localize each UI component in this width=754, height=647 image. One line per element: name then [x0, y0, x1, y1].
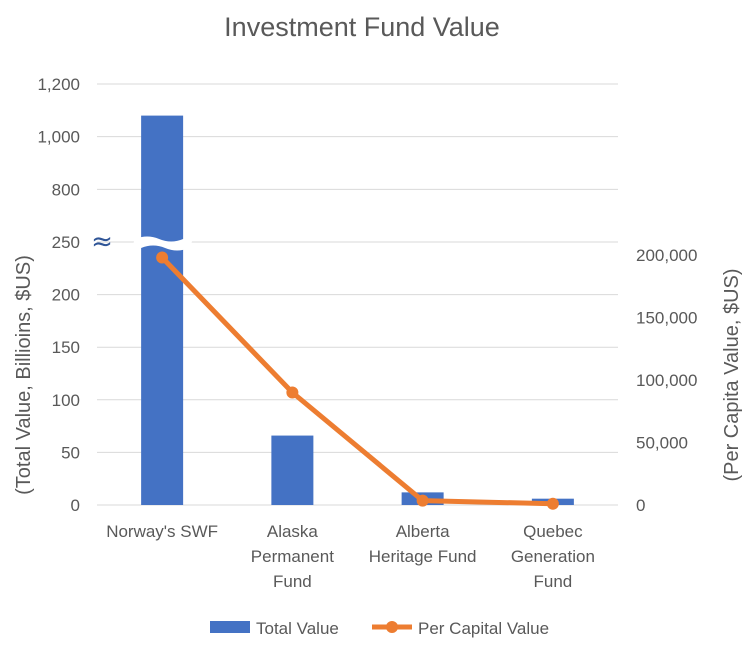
y-tick-label: 0: [71, 496, 80, 515]
category-labels: Norway's SWF Alaska Permanent Fund Alberta He…: [106, 522, 595, 591]
x-tick-label: Alaska: [267, 522, 319, 541]
x-tick-label: Alberta: [396, 522, 450, 541]
tick-labels: 0 50 100 150 200 250 800 1,000 1,200 0 50,000 100,0…: [37, 75, 697, 515]
x-tick-label: Heritage Fund: [369, 547, 477, 566]
y-tick-label: 1,000: [37, 128, 80, 147]
x-tick-label: Fund: [273, 572, 312, 591]
x-tick-label: Generation: [511, 547, 595, 566]
y-tick-label: 200: [52, 286, 80, 305]
legend-label-per-capita: Per Capital Value: [418, 619, 549, 638]
y-tick-label: 150: [52, 338, 80, 357]
y2-axis-label: (Per Capita Value, $US): [721, 268, 743, 481]
x-tick-label: Fund: [534, 572, 573, 591]
point-per-capita: [416, 494, 429, 507]
y2-tick-label: 0: [636, 496, 645, 515]
axis-break-symbol: ≈: [91, 227, 113, 257]
per-capita-line: [156, 251, 559, 510]
x-tick-label: Quebec: [523, 522, 583, 541]
point-per-capita: [546, 497, 559, 510]
y-tick-label: 1,200: [37, 75, 80, 94]
legend: Total Value Per Capital Value: [210, 619, 549, 638]
y2-tick-label: 150,000: [636, 309, 697, 328]
y2-tick-label: 50,000: [636, 434, 688, 453]
y-tick-label: 100: [52, 391, 80, 410]
legend-marker-per-capita: [386, 621, 398, 633]
y2-tick-label: 100,000: [636, 371, 697, 390]
point-per-capita: [286, 386, 299, 399]
y-tick-label: 50: [61, 443, 80, 462]
x-tick-label: Permanent: [251, 547, 334, 566]
gridlines: [97, 83, 618, 506]
point-per-capita: [156, 251, 169, 264]
axis-break: ≈: [91, 227, 194, 257]
bar-break-gap: [130, 236, 194, 251]
y-axis-label: (Total Value, Billioins, $US): [13, 255, 35, 495]
y2-tick-label: 200,000: [636, 246, 697, 265]
bar-total-value: [271, 435, 314, 505]
legend-swatch-total-value: [210, 621, 250, 633]
x-tick-label: Norway's SWF: [106, 522, 218, 541]
bars: [141, 115, 574, 505]
y-tick-label: 250: [52, 233, 80, 252]
y-tick-label: 800: [52, 180, 80, 199]
bar-total-value: [141, 115, 184, 505]
line-per-capita: [160, 255, 553, 507]
legend-label-total-value: Total Value: [256, 619, 339, 638]
chart-title: Investment Fund Value: [224, 12, 500, 42]
